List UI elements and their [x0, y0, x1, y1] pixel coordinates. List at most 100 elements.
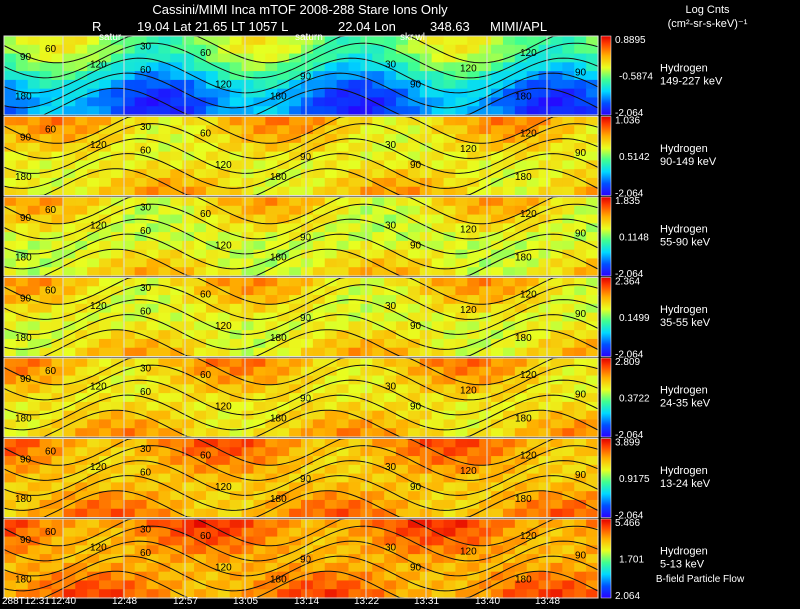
contour-label: 60 — [200, 370, 212, 381]
contour-label: 90 — [575, 68, 587, 79]
contour-label: 60 — [200, 48, 212, 59]
panel-frame — [3, 438, 599, 518]
contour-label: 120 — [215, 321, 232, 332]
header-lat-lt-l: 19.04 Lat 21.65 LT 1057 L — [137, 19, 289, 34]
panel-frame — [3, 357, 599, 438]
colorbar — [600, 438, 612, 518]
contour-label: 120 — [215, 562, 232, 573]
contour-label: 60 — [45, 446, 57, 457]
contour-label: 180 — [15, 574, 32, 585]
contour-label: 90 — [410, 321, 422, 332]
colorbar-max: 0.8895 — [615, 35, 646, 46]
panel-1: 9018060120306060120180903090120120180900… — [3, 35, 723, 119]
contour-label: 120 — [90, 140, 107, 151]
contour-label: 180 — [270, 333, 287, 344]
contour-label: 180 — [515, 252, 532, 263]
contour-line — [3, 299, 599, 335]
contour-line — [3, 460, 599, 496]
contour-label: 90 — [575, 148, 587, 159]
contour-label: 120 — [460, 144, 477, 155]
contour-label: 90 — [20, 293, 32, 304]
panel-species: Hydrogen — [660, 143, 708, 155]
contour-label: 90 — [20, 213, 32, 224]
contour-label: 90 — [20, 52, 32, 63]
panel-species: Hydrogen — [660, 385, 708, 397]
contour-label: 180 — [515, 574, 532, 585]
contour-label: 60 — [140, 387, 152, 398]
x-tick-label: 288T12:31 — [2, 596, 50, 607]
colorbar-mid: 0.3722 — [619, 394, 650, 405]
panel-energy: 13-24 keV — [660, 478, 711, 490]
contour-line — [3, 445, 599, 481]
contour-label: 90 — [575, 390, 587, 401]
contour-label: 90 — [410, 79, 422, 90]
contour-line — [4, 490, 599, 518]
contour-label: 60 — [140, 307, 152, 318]
contour-line — [3, 314, 599, 350]
contour-label: 30 — [385, 462, 397, 473]
colorbar-max: 3.899 — [615, 438, 640, 449]
contour-label: 90 — [20, 374, 32, 385]
contour-label: 60 — [200, 450, 212, 461]
contour-line — [3, 284, 599, 320]
contour-line — [3, 394, 599, 431]
panel-2: 9018060120306060120180903090120120180901… — [3, 116, 717, 200]
colorbar — [600, 116, 612, 196]
colorbar-max: 2.809 — [615, 357, 640, 368]
panel-frame — [3, 518, 599, 599]
marker-label: skr.wl — [400, 32, 425, 43]
contour-label: 120 — [215, 79, 232, 90]
contour-line — [4, 248, 599, 277]
contour-label: 30 — [385, 301, 397, 312]
contour-line — [3, 277, 598, 305]
panel-species: Hydrogen — [660, 465, 708, 477]
contour-line — [3, 233, 599, 270]
colorbar-mid: 1.701 — [619, 555, 644, 566]
contour-line — [3, 153, 599, 189]
contour-label: 120 — [520, 370, 537, 381]
contour-label: 60 — [45, 205, 57, 216]
panel-species: Hydrogen — [660, 63, 708, 75]
contour-label: 120 — [460, 386, 477, 397]
contour-label: 120 — [90, 301, 107, 312]
panel-frame — [3, 116, 599, 196]
contour-label: 30 — [140, 444, 152, 455]
contour-label: 90 — [410, 240, 422, 251]
x-tick-label: 13:31 — [414, 596, 440, 607]
contour-label: 90 — [575, 551, 587, 562]
colorbar-units-sub: (cm²-sr-s-keV)⁻¹ — [667, 18, 748, 30]
panel-energy: 35-55 keV — [660, 317, 711, 329]
contour-label: 90 — [575, 229, 587, 240]
panel-frame — [3, 196, 599, 277]
x-axis: 288T12:31 12:40 12:48 12:57 13:05 13:14 13:22 1… — [0, 596, 600, 609]
colorbar-min: -2.064 — [615, 511, 644, 522]
contour-line — [3, 379, 599, 416]
contour-line — [3, 196, 598, 225]
contour-label: 180 — [515, 413, 532, 424]
contour-label: 30 — [385, 543, 397, 554]
contour-line — [3, 123, 599, 159]
contour-label: 180 — [515, 333, 532, 344]
contour-label: 180 — [270, 91, 287, 102]
contour-label: 120 — [215, 482, 232, 493]
colorbar-min: -2.064 — [615, 108, 644, 119]
contour-label: 30 — [140, 203, 152, 214]
contour-label: 30 — [385, 221, 397, 232]
colorbar — [600, 196, 612, 277]
contour-line — [4, 409, 599, 438]
contour-label: 180 — [270, 413, 287, 424]
contour-label: 90 — [410, 401, 422, 412]
header-lon: 22.04 Lon — [338, 19, 396, 34]
contour-label: 180 — [270, 172, 287, 183]
panel-7: 9018060120306060120180903090120120180905… — [3, 518, 708, 602]
contour-label: 60 — [140, 548, 152, 559]
contour-line — [4, 87, 599, 116]
contour-label: 120 — [460, 225, 477, 236]
contour-line — [4, 329, 599, 357]
contour-label: 30 — [140, 525, 152, 536]
colorbar-min: -2.064 — [615, 430, 644, 441]
contour-label: 120 — [460, 547, 477, 558]
contour-line — [3, 475, 599, 511]
contour-label: 60 — [140, 146, 152, 157]
